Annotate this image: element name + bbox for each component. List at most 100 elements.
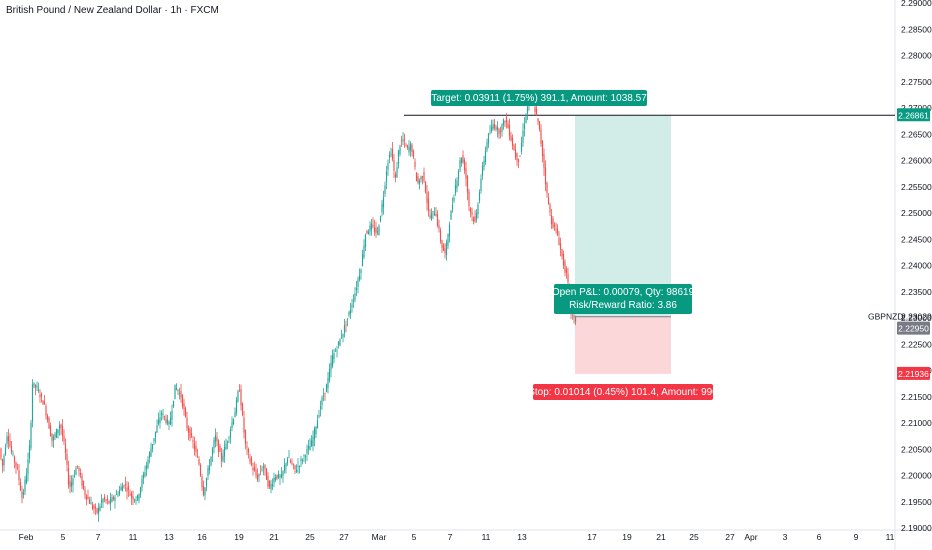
y-tick-label: 2.19000 [901, 523, 932, 533]
candle-body [232, 419, 235, 424]
candle-body [330, 362, 332, 370]
y-tick-label: 2.28000 [901, 51, 932, 61]
candle-body [423, 171, 425, 182]
candle-body [364, 234, 367, 247]
candle-body [31, 384, 34, 422]
candle-body [112, 497, 115, 500]
candle-body [135, 500, 137, 501]
candle-body [396, 167, 398, 178]
candle-body [400, 140, 403, 142]
candle-body [325, 384, 328, 393]
candle-body [492, 124, 494, 130]
x-tick-label: 13 [517, 532, 527, 542]
candle-body [375, 227, 377, 234]
candle-body [63, 436, 65, 442]
target-label[interactable] [431, 90, 647, 106]
candle-body [85, 494, 88, 500]
candle-body [64, 444, 67, 453]
candle-body [318, 415, 320, 417]
candle-body [123, 485, 125, 487]
candle-body [222, 455, 224, 462]
candle-body [261, 469, 263, 471]
candle-body [67, 468, 70, 485]
stop-label[interactable] [533, 384, 713, 400]
candle-body [61, 426, 64, 437]
candle-body [351, 304, 353, 308]
candle-body [418, 180, 421, 185]
candle-body [21, 491, 23, 499]
candle-body [342, 333, 344, 338]
candle-body [201, 476, 203, 487]
candle-body [540, 129, 542, 144]
y-tick-label: 2.27000 [901, 103, 932, 113]
candle-body [228, 437, 230, 439]
candle-body [345, 324, 347, 326]
candle-body [496, 126, 499, 130]
candle-body [561, 249, 563, 257]
entry-label-text: Open P&L: 0.00079, Qty: 98619 [552, 287, 695, 298]
x-tick-label: 5 [412, 532, 417, 542]
candle-body [355, 288, 358, 291]
candle-body [270, 484, 272, 490]
x-tick-label: 7 [448, 532, 453, 542]
x-tick-label: 27 [725, 532, 735, 542]
candle-body [54, 434, 56, 438]
candle-body [91, 504, 94, 509]
candle-body [504, 121, 506, 123]
entry-label[interactable] [554, 284, 692, 314]
y-tick-label: 2.26500 [901, 129, 932, 139]
candle-body [385, 171, 388, 182]
candle-body [522, 130, 524, 143]
x-tick-label: Apr [744, 532, 757, 542]
candle-body [541, 141, 544, 157]
candle-body [40, 394, 43, 397]
candle-body [133, 499, 136, 501]
target-label-text: Target: 0.03911 (1.75%) 391.1, Amount: 1… [431, 93, 647, 104]
x-tick-label: 17 [587, 532, 597, 542]
candle-body [81, 475, 83, 486]
candle-body [523, 124, 526, 129]
candle-body [127, 486, 130, 490]
candle-body [240, 389, 242, 406]
entry-label-text: Risk/Reward Ratio: 3.86 [569, 300, 677, 311]
candle-body [36, 386, 38, 388]
candle-body [378, 225, 380, 236]
candle-body [264, 464, 266, 470]
candle-body [204, 487, 206, 496]
candle-body [552, 218, 554, 228]
candle-body [310, 440, 313, 447]
candle-body [349, 309, 352, 314]
candle-body [138, 494, 140, 501]
x-tick-label: 11 [129, 532, 138, 542]
candle-body [538, 121, 541, 130]
candle-body [558, 237, 560, 246]
candle-body [73, 475, 76, 477]
candle-body [574, 316, 577, 323]
candle-body [513, 145, 515, 151]
stop-price-tag-text: 2.21936 [898, 369, 929, 379]
candle-body [9, 440, 11, 447]
candle-body [565, 268, 568, 273]
candle-body [453, 197, 455, 201]
candle-body [82, 481, 85, 489]
candle-body [13, 456, 16, 463]
candle-body [16, 467, 19, 469]
candle-body [553, 224, 556, 227]
candle-body [460, 158, 463, 163]
candle-body [235, 399, 238, 413]
candle-body [99, 505, 101, 511]
candle-body [28, 445, 31, 459]
candle-body [403, 139, 406, 141]
candle-body [271, 484, 274, 487]
candle-body [184, 408, 187, 417]
candle-body [543, 154, 545, 169]
candle-body [420, 176, 422, 180]
candle-body [0, 448, 2, 459]
candle-body [430, 213, 433, 220]
y-tick-label: 2.20000 [901, 471, 932, 481]
candle-body [180, 390, 182, 398]
candle-body [148, 452, 151, 458]
candle-body [246, 446, 248, 448]
